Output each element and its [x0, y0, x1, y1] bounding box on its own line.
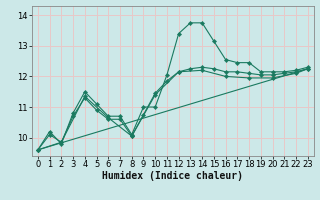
X-axis label: Humidex (Indice chaleur): Humidex (Indice chaleur) [102, 171, 243, 181]
